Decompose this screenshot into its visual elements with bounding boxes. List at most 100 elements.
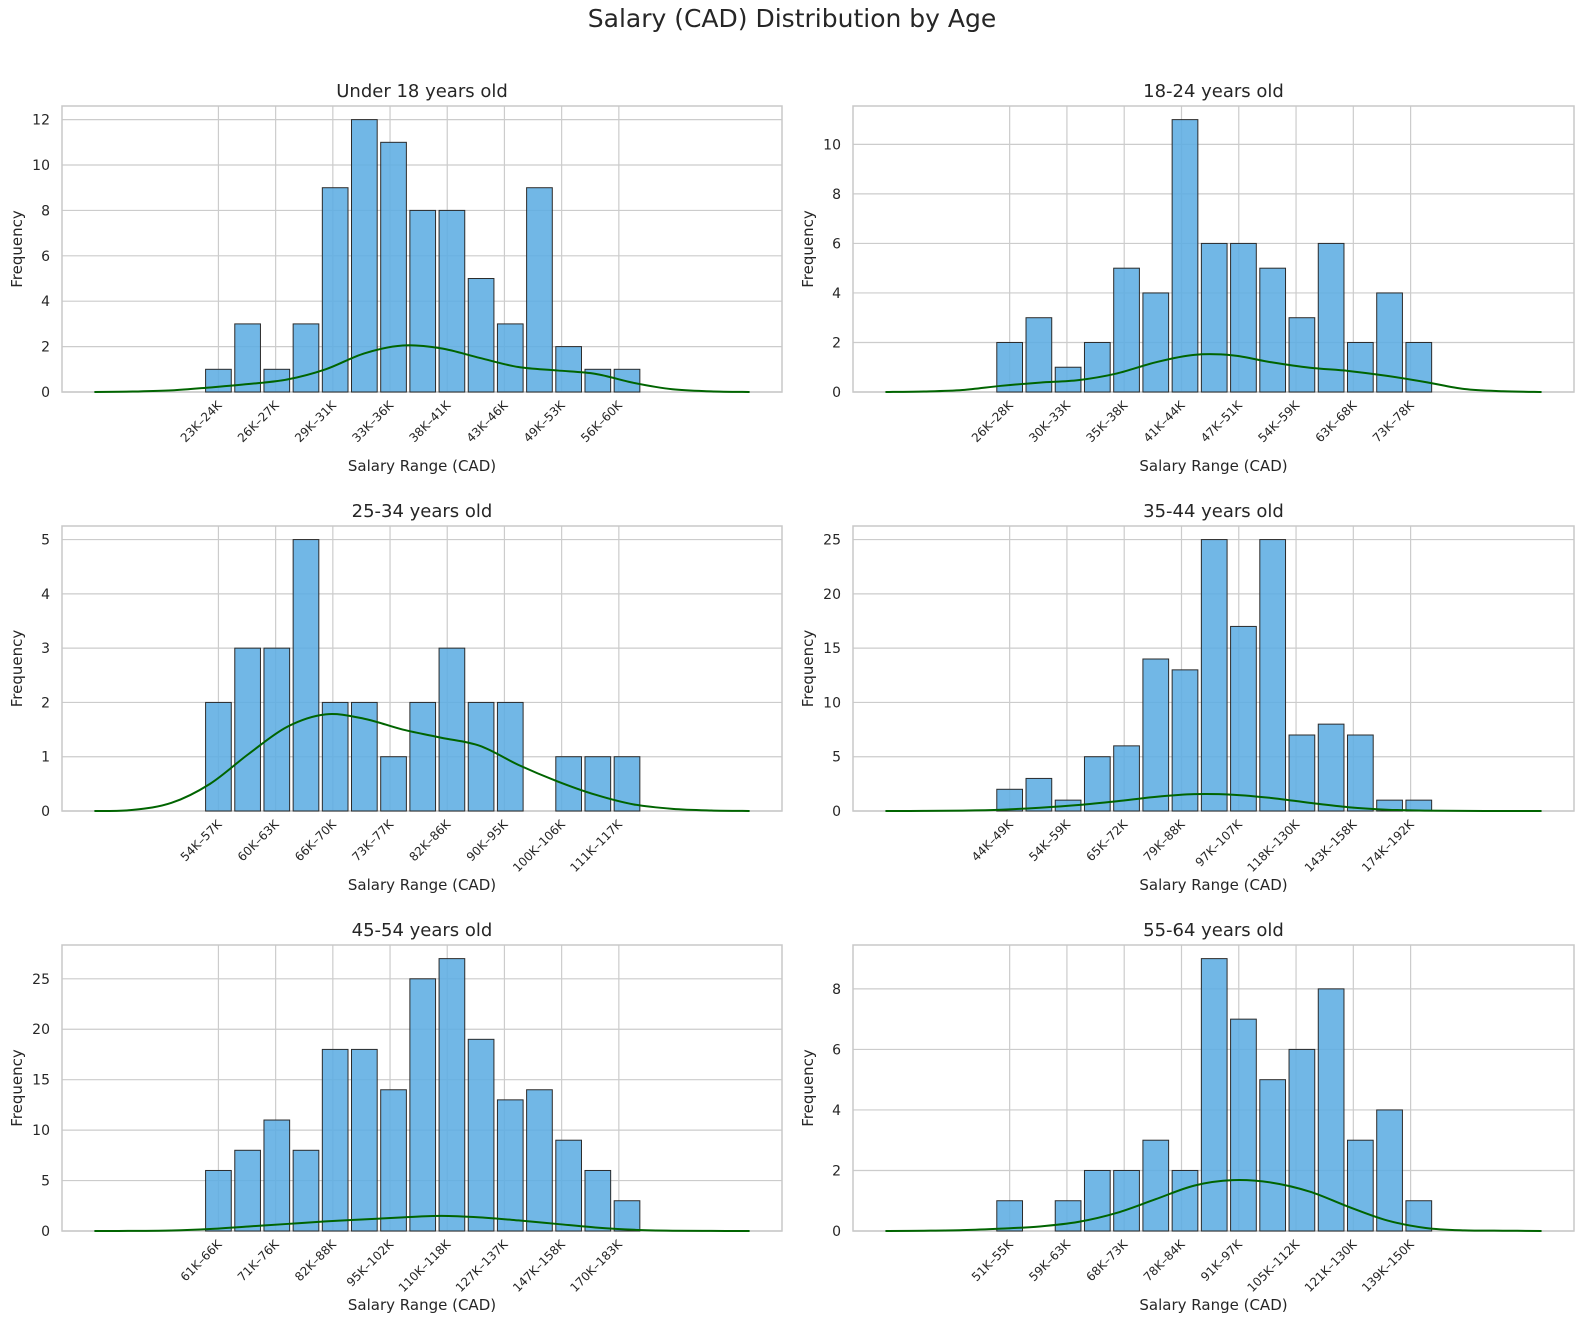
- x-tick-label: 54K–59K: [1255, 397, 1303, 445]
- y-tick-label: 10: [823, 137, 841, 153]
- panel-1: 0 2 4 6 8 10 12 23K–24K 26K–27K 29K–31K 33K–36K 38K…: [8, 81, 783, 475]
- x-tick-label: 29K–31K: [292, 397, 340, 445]
- x-tick-label: 71K–76K: [235, 1236, 283, 1284]
- y-tick-label: 6: [41, 249, 50, 265]
- y-tick-label: 2: [41, 695, 50, 711]
- x-axis-label: Salary Range (CAD): [348, 1296, 496, 1314]
- histogram-bar: [1346, 1139, 1374, 1232]
- x-tick-label: 78K–84K: [1141, 1236, 1189, 1284]
- histogram-bar: [1171, 1169, 1199, 1232]
- x-axis-label: Salary Range (CAD): [1139, 1296, 1287, 1314]
- y-tick-label: 1: [41, 750, 50, 766]
- x-tick-label: 111K–117K: [567, 816, 625, 874]
- x-tick-label: 26K–28K: [969, 397, 1017, 445]
- histogram-bar: [321, 187, 349, 393]
- histogram-bar: [1200, 242, 1228, 393]
- kde-curve: [885, 353, 1542, 393]
- x-tick-label: 63K–68K: [1313, 397, 1361, 445]
- histogram-bar: [555, 346, 582, 393]
- x-tick-label: 33K–36K: [349, 397, 397, 445]
- x-tick-label: 170K–183K: [567, 1236, 625, 1294]
- y-tick-label: 12: [32, 113, 50, 129]
- histogram-bar: [1171, 119, 1199, 393]
- histogram-bar: [1405, 341, 1433, 393]
- x-tick-label: 73K–77K: [349, 816, 397, 864]
- panel-title: 55-64 years old: [1143, 920, 1284, 941]
- x-tick-label: 174K–192K: [1359, 816, 1417, 874]
- histogram-bar: [380, 141, 407, 393]
- x-tick-label: 143K–158K: [1302, 816, 1360, 874]
- y-tick-label: 5: [41, 533, 50, 549]
- panel-title: 45-54 years old: [352, 920, 493, 941]
- figure-title: Salary (CAD) Distribution by Age: [587, 4, 997, 33]
- y-tick-label: 20: [32, 1022, 50, 1038]
- histogram-bar: [409, 209, 437, 393]
- histogram-bar: [234, 323, 261, 393]
- x-tick-label: 90K–95K: [464, 816, 512, 864]
- x-tick-label: 68K–73K: [1083, 1236, 1131, 1284]
- histogram-bar: [1083, 341, 1111, 393]
- histogram-bar: [526, 187, 553, 393]
- histogram-bar: [1230, 242, 1257, 393]
- panel-title: Under 18 years old: [336, 81, 508, 102]
- x-tick-label: 51K–55K: [969, 1236, 1017, 1284]
- histogram-bar: [467, 278, 495, 393]
- x-tick-label: 56K–60K: [578, 397, 626, 445]
- x-tick-label: 44K–49K: [969, 816, 1017, 864]
- y-tick-label: 8: [832, 982, 841, 998]
- y-tick-label: 10: [32, 158, 50, 174]
- histogram-bar: [1317, 242, 1345, 393]
- y-tick-label: 0: [41, 1224, 50, 1240]
- y-tick-label: 4: [41, 294, 50, 310]
- y-tick-label: 8: [41, 203, 50, 219]
- y-axis-label: Frequency: [799, 1049, 817, 1127]
- y-tick-label: 10: [823, 695, 841, 711]
- histogram-bar: [438, 647, 466, 812]
- x-tick-label: 47K–51K: [1198, 397, 1246, 445]
- y-axis-label: Frequency: [799, 630, 817, 708]
- panel-4: 0 5 10 15 20 25 44K–49K 54K–59K 65K–72K 79K–88K 97…: [799, 501, 1575, 894]
- y-tick-label: 0: [832, 804, 841, 820]
- histogram-bar: [292, 539, 320, 812]
- x-tick-label: 100K–106K: [510, 816, 568, 874]
- histogram-bar: [205, 701, 232, 812]
- x-tick-label: 60K–63K: [235, 816, 283, 864]
- histogram-bar: [526, 1089, 553, 1232]
- y-tick-label: 25: [823, 533, 841, 549]
- histogram-bar: [321, 1048, 349, 1232]
- histogram-bar: [1142, 1139, 1170, 1232]
- histogram-bar: [351, 1048, 378, 1232]
- x-axis-label: Salary Range (CAD): [348, 457, 496, 475]
- panel-2: 0 2 4 6 8 10 26K–28K 30K–33K 35K–38K 41K–44K 47K–5…: [799, 81, 1575, 475]
- y-tick-label: 3: [41, 641, 50, 657]
- histogram-bar: [380, 756, 407, 812]
- histogram-bar: [1083, 1169, 1111, 1232]
- x-tick-label: 97K–107K: [1193, 816, 1246, 869]
- histogram-bar: [1346, 734, 1374, 812]
- histogram-bar: [1317, 988, 1345, 1232]
- histogram-bar: [1230, 625, 1257, 812]
- y-tick-label: 8: [832, 187, 841, 203]
- histogram-bar: [1376, 799, 1403, 812]
- histogram-bar: [1288, 1048, 1316, 1232]
- x-tick-label: 95K–102K: [344, 1236, 397, 1289]
- histogram-bar: [205, 1169, 232, 1232]
- kde-curve: [885, 1179, 1542, 1232]
- histogram-bar: [467, 1038, 495, 1232]
- histogram-bar: [1113, 1169, 1140, 1232]
- x-tick-label: 61K–66K: [178, 1236, 226, 1284]
- x-tick-label: 82K–86K: [406, 816, 454, 864]
- x-tick-label: 54K–57K: [178, 816, 226, 864]
- x-tick-label: 118K–130K: [1245, 816, 1303, 874]
- x-tick-label: 121K–130K: [1302, 1236, 1360, 1294]
- histogram-bar: [467, 701, 495, 812]
- histogram-bar: [292, 323, 320, 393]
- y-tick-label: 4: [832, 286, 841, 302]
- x-tick-label: 147K–158K: [510, 1236, 568, 1294]
- x-tick-label: 105K–112K: [1245, 1236, 1303, 1294]
- x-axis-label: Salary Range (CAD): [1139, 876, 1287, 894]
- y-tick-label: 10: [32, 1123, 50, 1139]
- histogram-bar: [584, 756, 612, 812]
- x-tick-label: 139K–150K: [1359, 1236, 1417, 1294]
